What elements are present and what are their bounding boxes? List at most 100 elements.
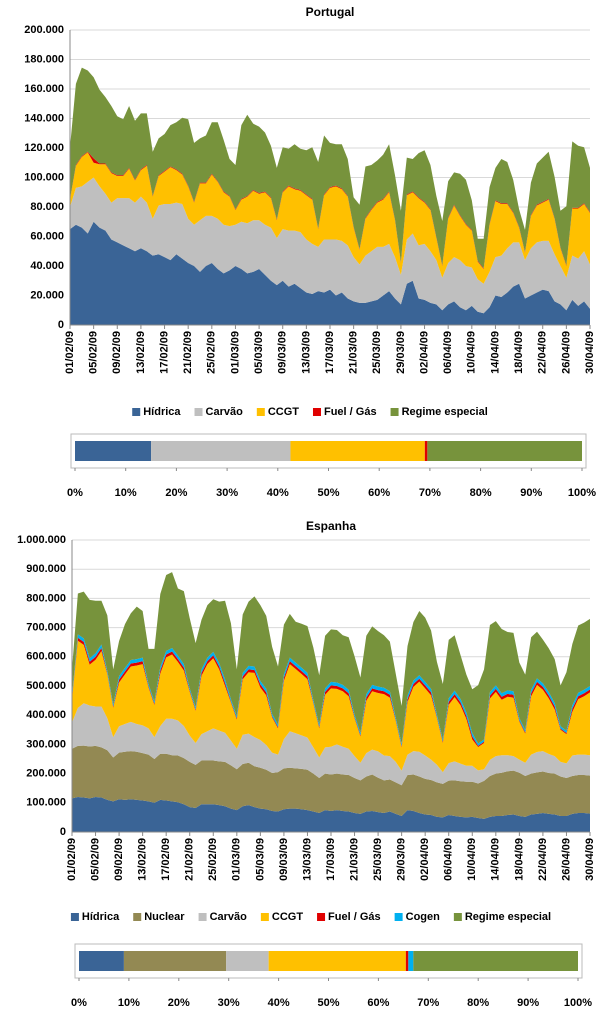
legend-label: Carvão: [206, 406, 244, 418]
x-tick-label: 100%: [568, 487, 596, 499]
y-tick-label: 60.000: [30, 230, 64, 242]
legend-swatch: [317, 913, 326, 921]
legend-label: CCGT: [272, 911, 303, 923]
x-tick-label: 09/02/09: [111, 331, 123, 374]
x-tick-label: 60%: [367, 997, 389, 1009]
x-tick-label: 25/02/09: [206, 331, 218, 374]
bar-segment: [405, 951, 409, 971]
area-series: [70, 67, 590, 269]
x-tick-label: 22/04/09: [537, 838, 549, 881]
x-tick-label: 05/02/09: [89, 838, 101, 881]
x-tick-label: 21/03/09: [348, 838, 360, 881]
x-tick-label: 20%: [165, 487, 187, 499]
x-tick-label: 29/03/09: [395, 331, 407, 374]
y-tick-label: 120.000: [24, 142, 64, 154]
chart-title: Portugal: [306, 5, 355, 19]
bar-segment: [408, 951, 414, 971]
bar-segment: [427, 441, 582, 461]
x-tick-label: 100%: [564, 997, 592, 1009]
x-tick-label: 21/02/09: [184, 838, 196, 881]
legend-label: Hídrica: [82, 911, 120, 923]
legend-label: Regime especial: [402, 406, 488, 418]
x-tick-label: 90%: [520, 487, 542, 499]
x-tick-label: 22/04/09: [537, 331, 549, 374]
bar-segment: [290, 441, 425, 461]
legend-swatch: [70, 913, 79, 921]
x-tick-label: 13/03/09: [300, 331, 312, 374]
legend-swatch: [394, 913, 403, 921]
x-tick-label: 70%: [417, 997, 439, 1009]
y-tick-label: 140.000: [24, 112, 64, 124]
x-tick-label: 01/03/09: [229, 331, 241, 374]
legend-label: Fuel / Gás: [328, 911, 381, 923]
area-series: [72, 703, 590, 786]
x-tick-label: 25/03/09: [371, 331, 383, 374]
y-tick-label: 900.000: [26, 563, 66, 575]
x-tick-label: 01/02/09: [66, 838, 78, 881]
x-tick-label: 10%: [115, 487, 137, 499]
x-tick-label: 21/03/09: [348, 331, 360, 374]
x-tick-label: 50%: [317, 487, 339, 499]
x-tick-label: 01/02/09: [64, 331, 76, 374]
x-tick-label: 18/04/09: [513, 838, 525, 881]
legend-label: Cogen: [406, 911, 441, 923]
x-tick-label: 10%: [118, 997, 140, 1009]
x-tick-label: 05/03/09: [253, 331, 265, 374]
x-tick-label: 18/04/09: [513, 331, 525, 374]
x-tick-label: 09/03/09: [277, 331, 289, 374]
legend-swatch: [312, 408, 321, 416]
legend-label: Regime especial: [465, 911, 551, 923]
area-series: [70, 221, 590, 325]
legend-swatch: [390, 408, 399, 416]
y-tick-label: 500.000: [26, 680, 66, 692]
bar-segment: [226, 951, 269, 971]
x-tick-label: 30/04/09: [584, 331, 596, 374]
y-tick-label: 800.000: [26, 592, 66, 604]
y-tick-label: 40.000: [30, 260, 64, 272]
area-series: [72, 796, 590, 832]
x-tick-label: 06/04/09: [443, 838, 455, 881]
legend-swatch: [198, 913, 207, 921]
x-tick-label: 80%: [467, 997, 489, 1009]
x-tick-label: 25/02/09: [207, 838, 219, 881]
y-tick-label: 200.000: [24, 24, 64, 36]
y-tick-label: 0: [58, 319, 64, 331]
x-tick-label: 14/04/09: [490, 838, 502, 881]
legend-swatch: [194, 408, 203, 416]
legend-label: Nuclear: [144, 911, 185, 923]
x-tick-label: 02/04/09: [419, 838, 431, 881]
y-tick-label: 0: [60, 826, 66, 838]
x-tick-label: 30%: [218, 997, 240, 1009]
x-tick-label: 14/04/09: [489, 331, 501, 374]
x-tick-label: 10/04/09: [466, 331, 478, 374]
x-tick-label: 26/04/09: [560, 331, 572, 374]
legend-label: Carvão: [210, 911, 248, 923]
legend-label: Hídrica: [143, 406, 181, 418]
x-tick-label: 13/02/09: [135, 331, 147, 374]
chart-title: Espanha: [306, 519, 356, 533]
legend-swatch: [256, 408, 265, 416]
area-series: [72, 640, 590, 773]
x-tick-label: 05/02/09: [88, 331, 100, 374]
x-tick-label: 0%: [71, 997, 87, 1009]
x-tick-label: 05/03/09: [254, 838, 266, 881]
y-tick-label: 80.000: [30, 201, 64, 213]
x-tick-label: 50%: [317, 997, 339, 1009]
x-tick-label: 40%: [268, 997, 290, 1009]
x-tick-label: 0%: [67, 487, 83, 499]
x-tick-label: 80%: [470, 487, 492, 499]
x-tick-label: 17/03/09: [324, 331, 336, 374]
legend-swatch: [453, 913, 462, 921]
y-tick-label: 180.000: [24, 53, 64, 65]
area-series: [70, 152, 590, 284]
y-tick-label: 700.000: [26, 622, 66, 634]
legend-swatch: [260, 913, 269, 921]
x-tick-label: 20%: [168, 997, 190, 1009]
bar-segment: [413, 951, 578, 971]
y-tick-label: 1.000.000: [17, 534, 66, 546]
legend-swatch: [133, 913, 142, 921]
x-tick-label: 13/02/09: [137, 838, 149, 881]
x-tick-label: 09/03/09: [278, 838, 290, 881]
y-tick-label: 600.000: [26, 651, 66, 663]
